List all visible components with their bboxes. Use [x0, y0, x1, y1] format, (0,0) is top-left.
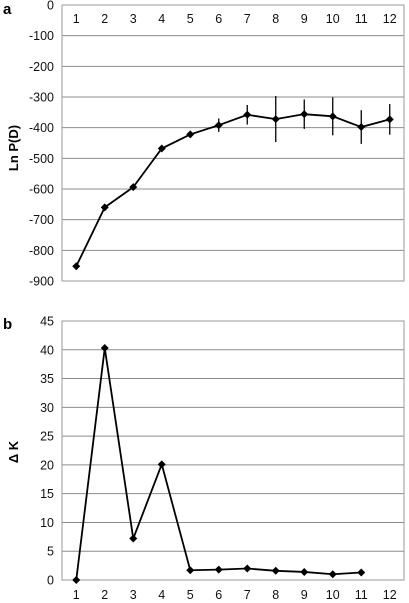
panel-b-plot-frame: [61, 320, 405, 581]
y-tick-label: -400: [29, 121, 54, 135]
panel-a-y-axis-label: Ln P(D): [6, 125, 21, 171]
data-point-diamond: [72, 262, 81, 271]
x-tick-label: 9: [301, 12, 308, 26]
data-point-diamond: [129, 534, 138, 543]
data-point-diamond: [100, 344, 109, 353]
data-point-diamond: [157, 144, 166, 153]
panel-a-y-tick-labels: 0 -100 -200 -300 -400 -500 -600 -700 -800 -900: [29, 0, 54, 289]
x-tick-label: 4: [158, 588, 165, 602]
x-tick-label: 11: [355, 588, 368, 602]
panel-b-gridlines: [62, 320, 404, 581]
x-tick-label: 3: [130, 588, 137, 602]
data-point-diamond: [271, 115, 280, 124]
x-tick-label: 3: [130, 12, 137, 26]
y-tick-label: -800: [29, 244, 54, 258]
panel-b-letter: b: [3, 316, 12, 333]
x-tick-label: 2: [101, 588, 108, 602]
panel-b-markers: [72, 344, 366, 584]
data-point-diamond: [328, 570, 337, 579]
data-point-diamond: [243, 564, 252, 573]
data-point-diamond: [357, 123, 366, 132]
data-point-diamond: [72, 576, 81, 584]
y-tick-label: 35: [40, 372, 54, 386]
x-tick-label: 12: [383, 588, 397, 602]
x-tick-label: 11: [355, 12, 368, 26]
data-point-diamond: [214, 121, 223, 130]
y-tick-label: -200: [29, 60, 54, 74]
panel-b-y-tick-labels: 0 5 10 15 20 25 30 35 40 45: [40, 315, 54, 588]
y-tick-label: -600: [29, 183, 54, 197]
panel-a-gridlines: [62, 4, 404, 282]
y-tick-label: 45: [40, 315, 54, 329]
y-tick-label: 10: [40, 516, 54, 530]
data-point-diamond: [157, 460, 166, 469]
y-tick-label: 25: [40, 430, 54, 444]
panel-b-x-tick-labels: 1 2 3 4 5 6 7 8 9 10 11 12: [73, 588, 397, 602]
x-tick-label: 10: [326, 588, 340, 602]
y-tick-label: 30: [40, 401, 54, 415]
y-tick-label: 0: [47, 0, 54, 13]
data-point-diamond: [357, 568, 366, 577]
x-tick-label: 1: [73, 12, 80, 26]
x-tick-label: 10: [326, 12, 340, 26]
data-point-diamond: [300, 110, 309, 119]
panel-a-letter: a: [3, 1, 12, 18]
y-tick-label: -100: [29, 29, 54, 43]
x-tick-label: 6: [215, 12, 222, 26]
data-point-diamond: [129, 183, 138, 192]
y-tick-label: -500: [29, 152, 54, 166]
data-point-diamond: [186, 566, 195, 575]
data-point-diamond: [243, 110, 252, 119]
y-tick-label: -900: [29, 275, 54, 289]
data-point-diamond: [328, 112, 337, 121]
y-tick-label: 15: [40, 487, 54, 501]
panel-a-error-bars: [189, 96, 391, 144]
y-tick-label: 5: [47, 545, 54, 559]
x-tick-label: 12: [383, 12, 397, 26]
data-point-diamond: [300, 567, 309, 576]
panel-b-y-axis-label: Δ K: [6, 440, 21, 463]
chart-panel-a: a Ln P(D) 0 -100 -200 -300 -400 -500 -600 -700 -…: [3, 0, 405, 289]
x-tick-label: 6: [215, 588, 222, 602]
y-tick-label: 20: [40, 458, 54, 472]
data-point-diamond: [186, 130, 195, 139]
x-tick-label: 5: [187, 12, 194, 26]
x-tick-label: 7: [244, 588, 251, 602]
y-tick-label: -300: [29, 91, 54, 105]
y-tick-label: -700: [29, 213, 54, 227]
x-tick-label: 5: [187, 588, 194, 602]
x-tick-label: 4: [158, 12, 165, 26]
data-point-diamond: [214, 565, 223, 574]
x-tick-label: 7: [244, 12, 251, 26]
x-tick-label: 8: [272, 12, 279, 26]
data-point-diamond: [100, 203, 109, 212]
x-tick-label: 2: [101, 12, 108, 26]
panel-a-plot-frame: [61, 4, 405, 282]
data-point-diamond: [385, 115, 394, 124]
x-tick-label: 9: [301, 588, 308, 602]
x-tick-label: 1: [73, 588, 80, 602]
data-point-diamond: [271, 566, 280, 575]
panel-a-markers: [72, 110, 394, 271]
y-tick-label: 0: [47, 574, 54, 588]
y-tick-label: 40: [40, 343, 54, 357]
panel-b-series-line: [75, 347, 362, 581]
x-tick-label: 8: [272, 588, 279, 602]
panel-a-x-tick-labels: 1 2 3 4 5 6 7 8 9 10 11 12: [73, 12, 397, 26]
panel-a-series-line: [75, 113, 390, 267]
